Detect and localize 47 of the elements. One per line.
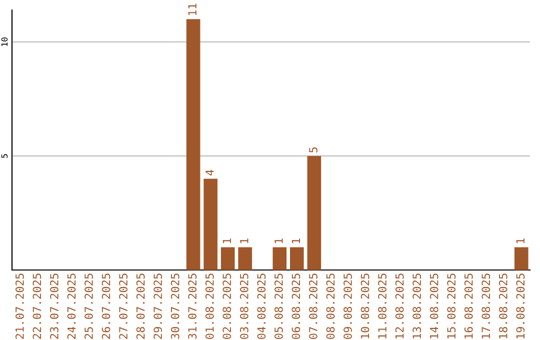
bar	[290, 247, 304, 270]
data-label: 4	[206, 170, 214, 176]
x-tick-label: 09.08.2025	[344, 274, 352, 339]
x-tick-label: 25.07.2025	[84, 274, 93, 339]
y-tick-label: 10	[1, 37, 8, 46]
x-tick-label: 19.08.2025	[516, 274, 525, 338]
x-tick-label: 01.08.2025	[205, 274, 214, 339]
x-tick-label: 11.08.2025	[378, 274, 386, 338]
x-tick-label: 03.08.2025	[240, 274, 248, 339]
data-label: 11	[188, 4, 196, 16]
bar	[186, 19, 200, 270]
bar	[272, 247, 287, 270]
x-tick-label: 30.07.2025	[170, 274, 180, 339]
data-label: 1	[240, 238, 248, 244]
data-label: 1	[516, 238, 524, 244]
x-tick-label: 16.08.2025	[464, 274, 473, 338]
x-tick-label: 18.08.2025	[498, 274, 508, 338]
x-tick-label: 08.08.2025	[326, 274, 335, 339]
bar	[514, 247, 528, 270]
x-tick-label: 12.08.2025	[395, 274, 404, 338]
x-tick-label: 31.07.2025	[188, 274, 197, 339]
bar	[220, 247, 235, 270]
x-tick-label: 13.08.2025	[412, 274, 422, 338]
x-tick-label: 02.08.2025	[222, 274, 232, 339]
x-tick-label: 26.07.2025	[102, 274, 110, 339]
x-tick-label: 24.07.2025	[67, 274, 76, 339]
x-tick-label: 29.07.2025	[154, 274, 162, 339]
bar	[307, 156, 322, 270]
x-tick-label: 14.08.2025	[430, 274, 438, 338]
data-label: 1	[274, 238, 283, 244]
x-tick-label: 27.07.2025	[119, 274, 128, 339]
x-tick-label: 15.08.2025	[447, 274, 456, 338]
data-label: 1	[222, 238, 231, 244]
x-tick-label: 23.07.2025	[50, 274, 58, 339]
x-tick-label: 21.07.2025	[15, 274, 24, 339]
x-tick-label: 10.08.2025	[360, 274, 370, 338]
data-label: 5	[309, 147, 318, 152]
bar	[204, 178, 218, 270]
data-label: 1	[292, 238, 300, 244]
x-tick-label: 04.08.2025	[257, 274, 266, 339]
x-tick-label: 28.07.2025	[136, 274, 145, 339]
x-tick-label: 17.08.2025	[482, 274, 490, 338]
x-tick-label: 22.07.2025	[32, 274, 42, 339]
x-tick-label: 07.08.2025	[309, 274, 318, 339]
x-tick-label: 06.08.2025	[292, 274, 300, 339]
x-tick-label: 05.08.2025	[274, 274, 283, 339]
bar	[238, 247, 252, 270]
